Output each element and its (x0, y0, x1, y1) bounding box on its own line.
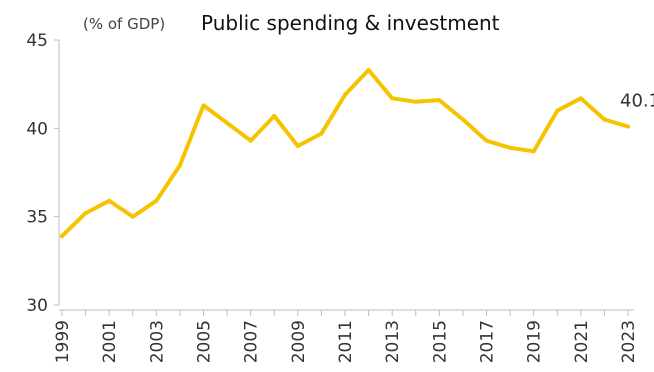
data-point (484, 138, 489, 143)
y-tick-label: 40 (26, 119, 48, 139)
data-point (154, 198, 159, 203)
data-point (343, 92, 347, 97)
x-tick-label: 2023 (619, 320, 639, 363)
data-point (201, 103, 206, 108)
data-point (295, 144, 300, 148)
data-point (177, 163, 182, 168)
x-tick-label: 2005 (195, 320, 215, 363)
x-tick-label: 2017 (478, 320, 498, 363)
data-point (460, 117, 465, 122)
x-tick-label: 2001 (100, 320, 120, 363)
data-point (390, 96, 395, 101)
x-tick-label: 2021 (572, 320, 592, 363)
y-axis: 30 35 40 45 (26, 31, 60, 316)
x-tick-label: 2009 (289, 320, 309, 363)
data-point (508, 145, 513, 150)
data-point (130, 214, 135, 219)
data-point (626, 124, 630, 129)
end-value-label: 40.1 (620, 91, 654, 112)
x-tick-label: 2019 (525, 320, 545, 363)
data-point (319, 131, 324, 136)
data-point (602, 117, 607, 122)
y-tick-label: 30 (26, 296, 48, 316)
y-tick-label: 35 (26, 208, 48, 228)
data-point (60, 234, 64, 239)
data-point (413, 99, 418, 104)
x-tick-label: 2003 (147, 320, 167, 363)
x-tick-label: 2013 (383, 320, 403, 363)
data-point (107, 198, 112, 203)
x-axis: 1999 2001 2003 2005 2007 2009 2011 2013 2015 2017… (53, 309, 639, 363)
data-point (272, 113, 277, 118)
data-point (225, 121, 230, 126)
chart-title: Public spending & investment (201, 11, 500, 35)
x-tick-label: 1999 (53, 320, 73, 363)
data-point (531, 149, 536, 154)
chart-subtitle: (% of GDP) (83, 15, 165, 33)
data-point (578, 96, 583, 101)
data-point (437, 98, 442, 103)
data-point (555, 108, 560, 113)
data-point (366, 68, 371, 73)
x-tick-label: 2007 (242, 320, 262, 363)
series-group (60, 68, 630, 239)
data-point (83, 211, 88, 216)
x-tick-label: 2011 (336, 320, 356, 363)
y-tick-label: 45 (26, 31, 48, 51)
data-point (248, 138, 253, 143)
x-tick-label: 2015 (430, 320, 450, 363)
